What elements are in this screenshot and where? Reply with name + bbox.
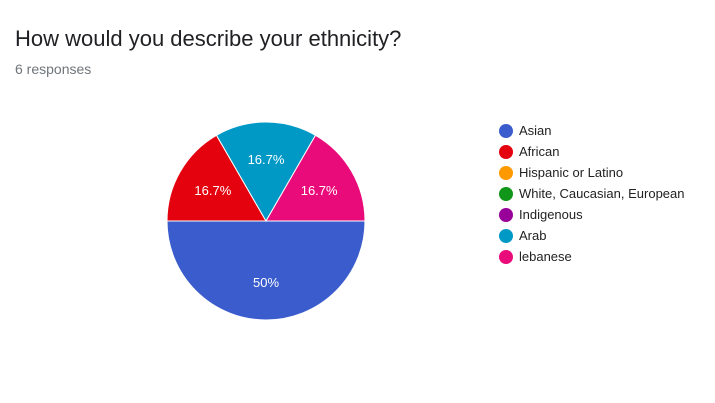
- legend-item-white-caucasian-european[interactable]: White, Caucasian, European: [499, 183, 684, 204]
- pie-slice-lebanese[interactable]: [265, 134, 366, 222]
- legend-label: Asian: [519, 123, 552, 138]
- legend-swatch-icon: [499, 165, 513, 180]
- legend-swatch-icon: [499, 228, 513, 243]
- legend-label: White, Caucasian, European: [519, 186, 685, 201]
- response-count: 6 responses: [15, 61, 92, 77]
- legend-label: lebanese: [519, 249, 572, 264]
- pie-slice-african[interactable]: [166, 134, 267, 222]
- legend-label: Hispanic or Latino: [519, 165, 624, 180]
- pie-slice-arab[interactable]: [215, 121, 317, 223]
- legend-item-indigenous[interactable]: Indigenous: [499, 204, 684, 225]
- slice-label-lebanese: 16.7%: [301, 183, 338, 198]
- slice-label-asian: 50%: [253, 275, 279, 290]
- pie-slice-asian[interactable]: [166, 220, 366, 321]
- legend-swatch-icon: [499, 144, 513, 159]
- legend-swatch-icon: [499, 207, 513, 222]
- legend-swatch-icon: [499, 186, 513, 201]
- legend-item-lebanese[interactable]: lebanese: [499, 246, 684, 267]
- legend-swatch-icon: [499, 123, 513, 138]
- legend-item-hispanic-or-latino[interactable]: Hispanic or Latino: [499, 162, 684, 183]
- legend-label: African: [519, 144, 560, 159]
- chart-legend: Asian African Hispanic or Latino White, Cau…: [499, 120, 684, 267]
- legend-item-arab[interactable]: Arab: [499, 225, 684, 246]
- legend-label: Arab: [519, 228, 547, 243]
- slice-label-arab: 16.7%: [248, 152, 285, 167]
- slice-label-african: 16.7%: [194, 183, 231, 198]
- question-title: How would you describe your ethnicity?: [15, 26, 402, 51]
- legend-item-african[interactable]: African: [499, 141, 684, 162]
- legend-item-asian[interactable]: Asian: [499, 120, 684, 141]
- legend-swatch-icon: [499, 249, 513, 264]
- legend-label: Indigenous: [519, 207, 583, 222]
